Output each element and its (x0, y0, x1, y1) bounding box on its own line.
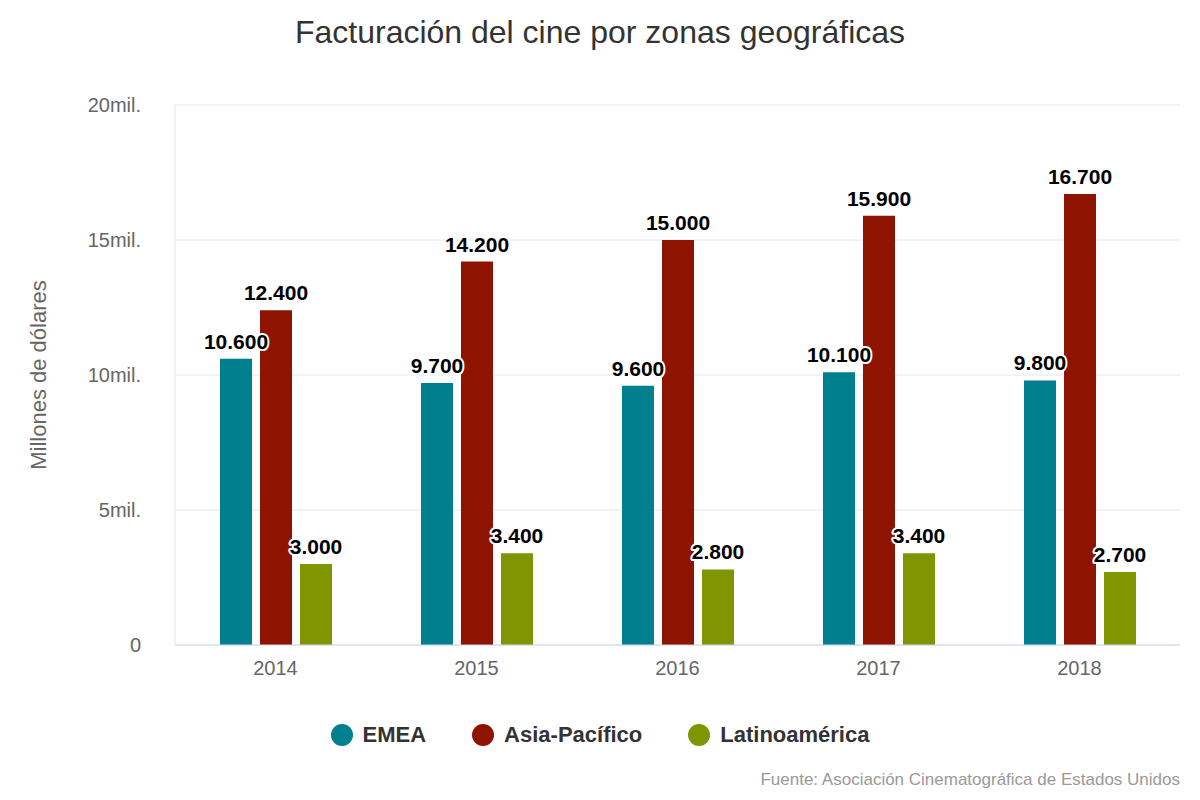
svg-text:15.000: 15.000 (646, 211, 710, 234)
svg-text:2017: 2017 (856, 657, 901, 679)
svg-text:3.400: 3.400 (893, 524, 946, 547)
svg-text:3.400: 3.400 (491, 524, 544, 547)
svg-text:12.400: 12.400 (244, 281, 308, 304)
svg-text:Millones de dólares: Millones de dólares (26, 280, 51, 470)
svg-text:9.800: 9.800 (1014, 351, 1067, 374)
svg-text:2.800: 2.800 (692, 540, 745, 563)
svg-text:3.000: 3.000 (290, 535, 343, 558)
html-text:EMEA: EMEA (362, 722, 427, 747)
html-text:Latinoamérica: Latinoamérica (720, 722, 870, 747)
svg-text:16.700: 16.700 (1048, 165, 1112, 188)
svg-text:5mil.: 5mil. (99, 499, 141, 521)
html-text:Fuente: Asociación Cinematográ: Fuente: Asociación Cinematográfica de Es… (760, 770, 1180, 789)
svg-text:20mil.: 20mil. (88, 94, 141, 116)
svg-text:2016: 2016 (655, 657, 700, 679)
html-text:Asia-Pacífico: Asia-Pacífico (504, 722, 643, 747)
svg-text:2015: 2015 (454, 657, 499, 679)
svg-text:2.700: 2.700 (1094, 543, 1147, 566)
svg-text:10.100: 10.100 (807, 343, 871, 366)
svg-text:2014: 2014 (253, 657, 298, 679)
html-text:Facturación del cine por zonas: Facturación del cine por zonas geográfic… (294, 14, 906, 50)
svg-text:0: 0 (130, 634, 141, 656)
svg-text:15mil.: 15mil. (88, 229, 141, 251)
svg-text:10mil.: 10mil. (88, 364, 141, 386)
svg-text:2018: 2018 (1057, 657, 1102, 679)
svg-text:9.700: 9.700 (411, 354, 464, 377)
svg-text:9.600: 9.600 (612, 357, 665, 380)
svg-text:14.200: 14.200 (445, 233, 509, 256)
svg-text:10.600: 10.600 (204, 330, 268, 353)
svg-text:15.900: 15.900 (847, 187, 911, 210)
